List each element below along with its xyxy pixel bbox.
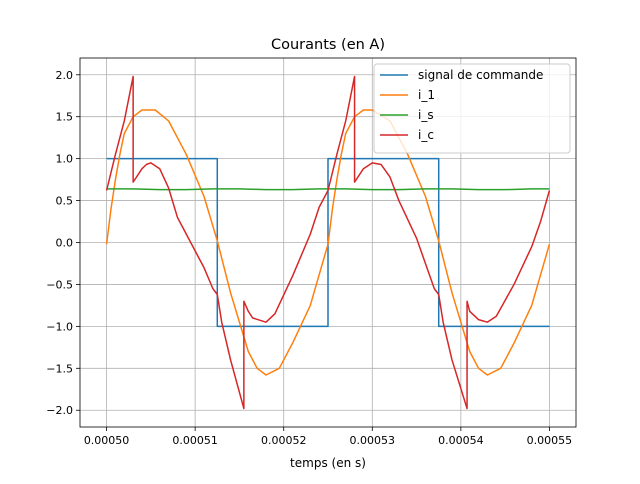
y-axis: 2.0 1.5 1.0 0.5 0.0 −0.5 −1.0 −1.5 −2.0 — [46, 69, 80, 417]
y-tick-label: −1.0 — [46, 320, 73, 333]
series-layer — [105, 75, 551, 410]
legend: signal de commande i_1 i_s i_c — [373, 63, 571, 154]
chart-title: Courants (en A) — [271, 37, 385, 53]
legend-box — [373, 63, 571, 154]
x-axis-label: temps (en s) — [290, 456, 366, 470]
y-tick-label: 1.0 — [56, 153, 74, 166]
x-tick-label: 0.00051 — [172, 434, 218, 447]
x-tick-label: 0.00053 — [350, 434, 396, 447]
x-tick-label: 0.00052 — [261, 434, 307, 447]
legend-label: signal de commande — [418, 68, 543, 82]
x-tick-label: 0.00054 — [438, 434, 484, 447]
x-tick-label: 0.00055 — [527, 434, 573, 447]
legend-label: i_c — [418, 128, 434, 142]
y-tick-label: 0.0 — [56, 237, 74, 250]
series-line-i-1 — [105, 109, 551, 376]
y-tick-label: −0.5 — [46, 278, 73, 291]
x-axis: 0.00050 0.00051 0.00052 0.00053 0.00054 0.000… — [84, 427, 572, 447]
y-tick-label: 1.5 — [56, 111, 74, 124]
x-tick-label: 0.00050 — [84, 434, 130, 447]
legend-label: i_1 — [418, 88, 435, 102]
y-tick-label: 2.0 — [56, 69, 74, 82]
legend-label: i_s — [418, 108, 434, 122]
series-line-i-s — [106, 188, 550, 191]
y-tick-label: −1.5 — [46, 362, 73, 375]
y-tick-label: 0.5 — [56, 195, 74, 208]
y-tick-label: −2.0 — [46, 404, 73, 417]
series-line-i-c — [105, 75, 551, 410]
